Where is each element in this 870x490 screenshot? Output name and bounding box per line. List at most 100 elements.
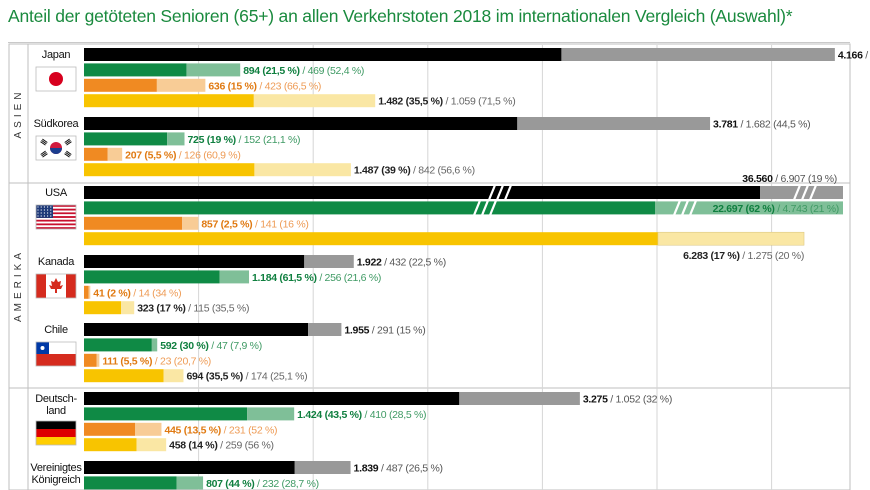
deutsch-land-total-value-label: 3.275 bbox=[583, 394, 608, 406]
japan-cyclist-value-label: 636 (15 %) bbox=[208, 80, 256, 92]
japan-total-senior-label: / 2.386 (57 %) bbox=[863, 50, 870, 62]
südkorea-car-senior-bar bbox=[254, 163, 351, 177]
region-label-asien: ASIEN bbox=[13, 88, 24, 138]
japan-pedestrian-senior-label: / 469 (52,4 %) bbox=[300, 65, 364, 77]
chile-car-value-label: 694 (35,5 %) bbox=[186, 371, 243, 383]
deutsch-land-cyclist-bar bbox=[84, 422, 135, 436]
kanada-pedestrian-bar bbox=[84, 270, 220, 284]
usa-pedestrian-value-label: 22.697 (62 %) bbox=[713, 203, 775, 215]
country-name-vereinigtes-königreich: Vereinigtes Königreich bbox=[30, 462, 82, 486]
kanada-total-label: 1.922 / 432 (22,5 %) bbox=[357, 257, 446, 269]
südkorea-total-senior-label: / 1.682 (44,5 %) bbox=[738, 119, 811, 131]
chile-car-senior-label: / 174 (25,1 %) bbox=[243, 371, 307, 383]
deutsch-land-pedestrian-value-label: 1.424 (43,5 %) bbox=[297, 409, 362, 421]
japan-total-senior-bar bbox=[561, 48, 835, 61]
deutsch-land-total-bar bbox=[84, 392, 460, 405]
country-name-chile: Chile bbox=[44, 324, 68, 336]
kanada-car-label: 323 (17 %) / 115 (35,5 %) bbox=[137, 303, 249, 315]
südkorea-pedestrian-bar bbox=[84, 132, 168, 146]
chile-pedestrian-senior-label: / 47 (7,9 %) bbox=[209, 340, 262, 352]
usa-pedestrian-label: 22.697 (62 %) / 4.743 (21 %) bbox=[713, 203, 839, 215]
country-name-kanada: Kanada bbox=[38, 256, 75, 268]
südkorea-cyclist-label: 207 (5,5 %) / 126 (60,9 %) bbox=[125, 149, 240, 161]
deutsch-land-car-bar bbox=[84, 438, 137, 452]
country-name-deutsch-land: Deutsch-land bbox=[35, 393, 77, 417]
kanada-cyclist-senior-label: / 14 (34 %) bbox=[131, 287, 182, 299]
usa-total-senior-label: / 6.907 (19 %) bbox=[773, 173, 837, 185]
usa-total-senior-bar bbox=[760, 186, 843, 199]
chile-car-senior-bar bbox=[163, 369, 184, 383]
axis-break-mark bbox=[487, 184, 497, 201]
axis-break-mark bbox=[800, 184, 810, 201]
kanada-cyclist-label: 41 (2 %) / 14 (34 %) bbox=[93, 287, 181, 299]
chile-cyclist-label: 111 (5,5 %) / 23 (20,7 %) bbox=[102, 355, 211, 367]
kanada-car-value-label: 323 (17 %) bbox=[137, 303, 185, 315]
japan-total-label: 4.166 / 2.386 (57 %) bbox=[838, 50, 870, 62]
deutsch-land-car-label: 458 (14 %) / 259 (56 %) bbox=[169, 440, 274, 452]
region-frame bbox=[8, 387, 851, 490]
vereinigtes-königreich-total-label: 1.839 / 487 (26,5 %) bbox=[354, 463, 443, 475]
deutsch-land-car-value-label: 458 (14 %) bbox=[169, 440, 217, 452]
country-name-usa: USA bbox=[45, 187, 68, 199]
south-korea-flag-icon bbox=[35, 135, 77, 161]
südkorea-pedestrian-label: 725 (19 %) / 152 (21,1 %) bbox=[188, 134, 301, 146]
deutsch-land-cyclist-senior-bar bbox=[134, 422, 162, 436]
deutsch-land-cyclist-label: 445 (13,5 %) / 231 (52 %) bbox=[164, 424, 277, 436]
vereinigtes-königreich-total-senior-bar bbox=[294, 461, 351, 474]
usa-pedestrian-senior-label: / 4.743 (21 %) bbox=[775, 203, 839, 215]
japan-car-label: 1.482 (35,5 %) / 1.059 (71,5 %) bbox=[378, 96, 515, 108]
südkorea-car-value-label: 1.487 (39 %) bbox=[354, 165, 411, 177]
chile-pedestrian-value-label: 592 (30 %) bbox=[160, 340, 208, 352]
vereinigtes-königreich-total-senior-label: / 487 (26,5 %) bbox=[378, 463, 442, 475]
südkorea-cyclist-senior-label: / 126 (60,9 %) bbox=[176, 149, 240, 161]
kanada-pedestrian-value-label: 1.184 (61,5 %) bbox=[252, 272, 317, 284]
country-name-japan: Japan bbox=[42, 49, 71, 61]
japan-car-value-label: 1.482 (35,5 %) bbox=[378, 96, 443, 108]
deutsch-land-pedestrian-label: 1.424 (43,5 %) / 410 (28,5 %) bbox=[297, 409, 426, 421]
südkorea-total-value-label: 3.781 bbox=[713, 119, 738, 131]
usa-pedestrian-senior-bar bbox=[655, 201, 843, 215]
region-label-amerika: AMERIKA bbox=[13, 249, 24, 322]
chile-car-label: 694 (35,5 %) / 174 (25,1 %) bbox=[186, 371, 307, 383]
axis-break-mark bbox=[488, 200, 498, 216]
usa-cyclist-label: 857 (2,5 %) / 141 (16 %) bbox=[201, 218, 308, 230]
axis-break-mark bbox=[472, 200, 482, 216]
usa-pedestrian-bar bbox=[84, 201, 655, 215]
japan-car-senior-bar bbox=[253, 94, 376, 108]
japan-pedestrian-bar bbox=[84, 63, 187, 77]
usa-total-label: 36.560 / 6.907 (19 %) bbox=[742, 173, 837, 185]
japan-total-bar bbox=[84, 48, 562, 61]
axis-break-mark bbox=[688, 200, 698, 216]
südkorea-car-bar bbox=[84, 163, 255, 177]
germany-flag-icon bbox=[35, 420, 77, 446]
japan-car-bar bbox=[84, 94, 254, 108]
title-divider bbox=[8, 42, 850, 43]
japan-pedestrian-label: 894 (21,5 %) / 469 (52,4 %) bbox=[243, 65, 364, 77]
chart-title: Anteil der getöteten Senioren (65+) an a… bbox=[8, 6, 793, 26]
südkorea-car-senior-label: / 842 (56,6 %) bbox=[410, 165, 474, 177]
deutsch-land-car-senior-bar bbox=[136, 438, 167, 452]
japan-cyclist-label: 636 (15 %) / 423 (66,5 %) bbox=[208, 80, 321, 92]
chile-cyclist-senior-label: / 23 (20,7 %) bbox=[152, 355, 211, 367]
deutsch-land-cyclist-value-label: 445 (13,5 %) bbox=[164, 424, 221, 436]
chile-total-senior-bar bbox=[308, 323, 342, 336]
japan-pedestrian-value-label: 894 (21,5 %) bbox=[243, 65, 300, 77]
axis-break-mark bbox=[503, 184, 513, 201]
deutsch-land-pedestrian-senior-bar bbox=[247, 407, 295, 421]
deutsch-land-pedestrian-bar bbox=[84, 407, 248, 421]
kanada-car-senior-label: / 115 (35,5 %) bbox=[186, 303, 250, 315]
südkorea-car-label: 1.487 (39 %) / 842 (56,6 %) bbox=[354, 165, 475, 177]
deutsch-land-total-label: 3.275 / 1.052 (32 %) bbox=[583, 394, 672, 406]
deutsch-land-total-senior-bar bbox=[459, 392, 580, 405]
japan-car-senior-label: / 1.059 (71,5 %) bbox=[443, 96, 516, 108]
vereinigtes-königreich-total-value-label: 1.839 bbox=[354, 463, 379, 475]
kanada-pedestrian-senior-label: / 256 (21,6 %) bbox=[317, 272, 381, 284]
deutsch-land-pedestrian-senior-label: / 410 (28,5 %) bbox=[362, 409, 426, 421]
chile-cyclist-value-label: 111 (5,5 %) bbox=[102, 355, 152, 367]
axis-break-mark bbox=[680, 200, 690, 216]
vereinigtes-königreich-pedestrian-senior-label: / 232 (28,7 %) bbox=[254, 478, 318, 490]
kanada-total-value-label: 1.922 bbox=[357, 257, 382, 269]
südkorea-cyclist-senior-bar bbox=[107, 147, 123, 161]
kanada-total-senior-bar bbox=[304, 255, 354, 268]
chile-cyclist-bar bbox=[84, 353, 97, 367]
